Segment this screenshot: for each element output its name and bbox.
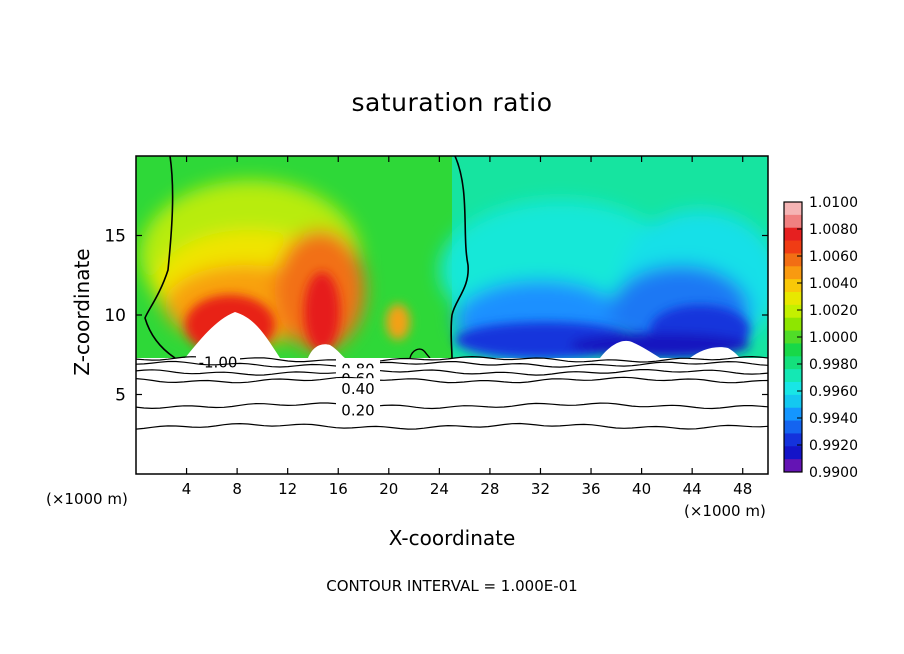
x-ticks: 4 8 12 16 20 24 28 32 36 40 44 48 bbox=[182, 156, 752, 498]
colorbar-swatch bbox=[784, 356, 802, 370]
colorbar-tick-label: 1.0080 bbox=[809, 222, 858, 238]
colorbar-swatch bbox=[784, 279, 802, 293]
contour-line bbox=[135, 355, 769, 363]
x-tick-label: 28 bbox=[480, 480, 499, 498]
colorbar-swatch bbox=[784, 317, 802, 332]
colorbar-tick-label: 0.9900 bbox=[809, 465, 858, 481]
contour-label-bg bbox=[336, 378, 380, 391]
contour-line bbox=[135, 360, 769, 368]
colorbar-swatch bbox=[784, 343, 802, 357]
x-tick-label: 4 bbox=[182, 480, 192, 498]
x-tick-label: 12 bbox=[278, 480, 297, 498]
x-tick-label: 16 bbox=[329, 480, 348, 498]
contour-line bbox=[135, 369, 769, 376]
colorbar-tick-label: 1.0020 bbox=[809, 303, 858, 319]
x-tick-label: 40 bbox=[632, 480, 651, 498]
colorbar-swatch bbox=[784, 420, 802, 434]
y-tick-label: 5 bbox=[115, 386, 126, 406]
y-ticks: 5 10 15 bbox=[104, 227, 768, 406]
contour-line bbox=[135, 402, 769, 410]
colorbar-tick-label: 0.9920 bbox=[809, 438, 858, 454]
x-tick-label: 8 bbox=[232, 480, 242, 498]
contour-label: 0.40 bbox=[341, 380, 374, 398]
x-tick-label: 24 bbox=[430, 480, 449, 498]
colorbar-swatch bbox=[784, 382, 802, 396]
colorbar-swatch bbox=[784, 202, 802, 216]
x-tick-label: 44 bbox=[683, 480, 702, 498]
x-tick-label: 48 bbox=[733, 480, 752, 498]
colorbar-tick-label: 1.0040 bbox=[809, 276, 858, 292]
saturation-field bbox=[136, 156, 768, 358]
colorbar-swatch bbox=[784, 292, 802, 306]
colorbar-swatch bbox=[784, 330, 802, 344]
colorbar-swatch bbox=[784, 304, 802, 319]
contour-label: 0.20 bbox=[341, 402, 374, 420]
x-unit-label-left: (×1000 m) bbox=[46, 490, 128, 508]
colorbar-swatch bbox=[784, 266, 802, 280]
colorbar-tick-label: 1.0100 bbox=[809, 195, 858, 211]
x-unit-label-right: (×1000 m) bbox=[684, 502, 766, 520]
colorbar-swatch bbox=[784, 369, 802, 383]
y-axis-label: Z-coordinate bbox=[70, 248, 94, 376]
colorbar-swatch bbox=[784, 446, 802, 460]
colorbar-swatch bbox=[784, 407, 802, 422]
x-tick-label: 20 bbox=[379, 480, 398, 498]
colorbar-swatch bbox=[784, 459, 802, 473]
colorbar-swatch bbox=[784, 433, 802, 447]
chart-title: saturation ratio bbox=[351, 88, 553, 117]
x-tick-label: 32 bbox=[531, 480, 550, 498]
contour-label: -1.00 bbox=[199, 354, 238, 372]
contour-line bbox=[135, 376, 769, 384]
colorbar-tick-label: 1.0060 bbox=[809, 249, 858, 265]
contour-lines: -1.000.800.600.400.20 bbox=[135, 351, 769, 430]
colorbar-tick-label: 0.9940 bbox=[809, 411, 858, 427]
y-tick-label: 15 bbox=[104, 227, 126, 247]
y-tick-label: 10 bbox=[104, 306, 126, 326]
contour-label-bg bbox=[336, 399, 380, 412]
colorbar-tick-label: 0.9960 bbox=[809, 384, 858, 400]
colorbar-swatch bbox=[784, 227, 802, 242]
colorbar-swatch bbox=[784, 253, 802, 267]
contour-line bbox=[135, 422, 769, 430]
contour-interval-note: CONTOUR INTERVAL = 1.000E-01 bbox=[326, 577, 578, 595]
colorbar-swatch bbox=[784, 240, 802, 254]
colorbar-swatch bbox=[784, 394, 802, 409]
x-axis-label: X-coordinate bbox=[388, 526, 516, 550]
colorbar-tick-label: 1.0000 bbox=[809, 330, 858, 346]
contour-label-bg bbox=[196, 351, 240, 364]
colorbar-tick-label: 0.9980 bbox=[809, 357, 858, 373]
contour-label-bg bbox=[336, 358, 380, 371]
colorbar: 1.0100 1.0080 1.0060 1.0040 1.0020 1.0000 0.99… bbox=[783, 195, 858, 481]
colorbar-swatch bbox=[784, 214, 802, 229]
x-tick-label: 36 bbox=[581, 480, 600, 498]
